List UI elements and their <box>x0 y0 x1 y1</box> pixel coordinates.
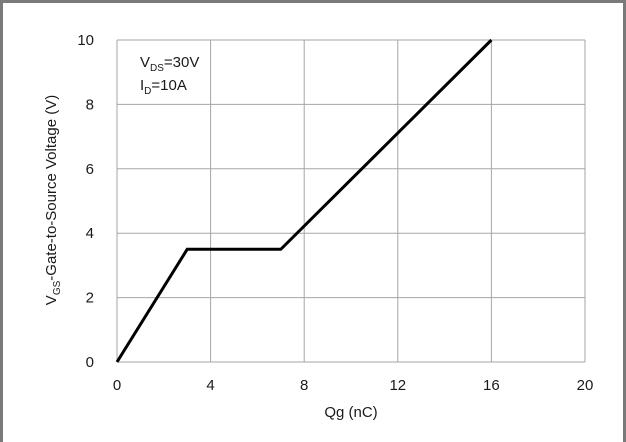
x-tick-label: 20 <box>577 377 594 394</box>
annotation-vds: VDS=30V <box>140 54 199 74</box>
x-axis-title: Qg (nC) <box>324 404 377 421</box>
grid <box>116 39 586 363</box>
x-tick-label: 4 <box>206 377 214 394</box>
series <box>115 38 493 363</box>
x-tick-label: 0 <box>113 377 121 394</box>
y-axis-title: VGS-Gate-to-Source Voltage (V) <box>43 95 63 305</box>
y-tick-label: 6 <box>86 161 94 178</box>
y-tick-label: 0 <box>86 354 94 371</box>
y-tick-label: 10 <box>77 32 94 49</box>
y-tick-label: 8 <box>86 96 94 113</box>
x-tick-labels: 0 4 8 12 16 20 <box>113 377 594 394</box>
y-tick-labels: 0 2 4 6 8 10 <box>77 32 94 371</box>
x-tick-label: 8 <box>300 377 308 394</box>
annotation-id: ID=10A <box>140 77 187 97</box>
y-tick-label: 2 <box>86 290 94 307</box>
x-tick-label: 12 <box>389 377 406 394</box>
series-line <box>115 38 493 363</box>
y-tick-label: 4 <box>86 225 94 242</box>
x-tick-label: 16 <box>483 377 500 394</box>
